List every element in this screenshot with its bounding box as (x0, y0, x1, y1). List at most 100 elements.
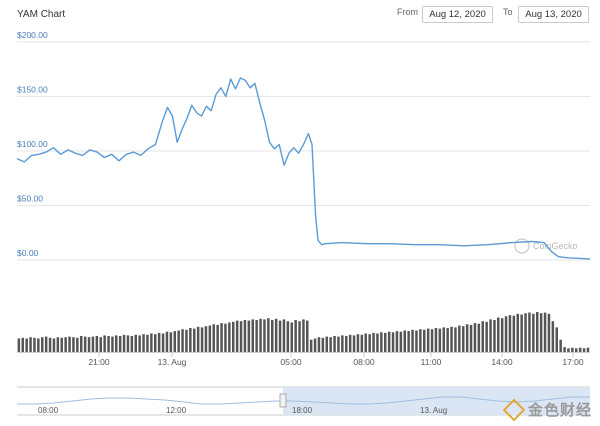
volume-bar (185, 329, 188, 352)
volume-bar (235, 320, 239, 352)
volume-bar (352, 335, 356, 352)
volume-bar (37, 338, 40, 352)
volume-bar (516, 313, 519, 352)
volume-bar (551, 321, 555, 352)
volume-bar (391, 332, 395, 352)
x-tick-label: 11:00 (421, 357, 442, 367)
volume-bar (567, 348, 570, 352)
volume-bar (313, 338, 317, 352)
volume-bar (512, 315, 516, 352)
volume-bar (115, 335, 118, 352)
volume-bar (103, 335, 106, 352)
volume-bar (446, 328, 449, 352)
volume-bar (17, 338, 21, 352)
volume-bar (376, 333, 379, 352)
volume-bar (462, 326, 465, 352)
volume-bar (278, 320, 282, 352)
volume-bar (497, 317, 500, 352)
volume-bar (208, 325, 212, 352)
volume-bar (138, 335, 141, 352)
volume-bar (438, 328, 442, 352)
volume-bar (329, 337, 332, 352)
navigator[interactable]: 08:00 12:00 18:00 13. Aug (17, 386, 590, 416)
volume-bar (150, 333, 153, 352)
volume-bar (528, 312, 531, 352)
volume-bar (91, 336, 95, 352)
volume-bar (64, 337, 67, 352)
volume-bar (489, 319, 492, 352)
navigator-label: 08:00 (38, 406, 59, 415)
volume-bar (423, 329, 426, 352)
navigator-labels: 08:00 12:00 18:00 13. Aug (38, 406, 447, 415)
volume-bar (169, 332, 173, 352)
navigator-left-handle[interactable] (279, 393, 287, 408)
volume-bar (161, 333, 165, 352)
from-date-input[interactable]: Aug 12, 2020 (422, 6, 493, 23)
volume-bar (204, 326, 208, 352)
volume-bar (341, 335, 344, 352)
volume-bar (177, 330, 180, 352)
volume-bar (68, 336, 71, 352)
volume-bar (220, 323, 223, 352)
volume-bar (21, 337, 24, 352)
volume-bar (111, 336, 114, 352)
volume-bar (282, 319, 286, 352)
volume-bar (95, 336, 99, 352)
chart-title: YAM Chart (17, 9, 66, 20)
y-tick-label: $50.00 (17, 194, 43, 204)
volume-bar (263, 319, 266, 352)
volume-bar (485, 321, 488, 352)
brand-text: 金色财经 (527, 402, 592, 419)
brand-logo-icon (502, 398, 526, 422)
x-tick-label: 14:00 (491, 357, 513, 367)
volume-bar (60, 337, 63, 352)
volume-bar (290, 322, 293, 352)
volume-bar (130, 336, 134, 352)
volume-bar (317, 337, 321, 352)
volume-bar (25, 338, 28, 352)
volume-bar (228, 322, 231, 352)
volume-bar (547, 313, 551, 352)
volume-bar (395, 331, 399, 352)
volume-bar (271, 320, 274, 352)
from-label: From (397, 7, 418, 17)
to-label: To (503, 7, 513, 17)
volume-bar (473, 323, 477, 352)
volume-bar (44, 336, 48, 352)
volume-bar (434, 328, 438, 352)
volume-bar (380, 332, 383, 352)
volume-bar (87, 337, 91, 352)
volume-bar (442, 327, 445, 352)
volume-bar (539, 313, 543, 352)
volume-bar (146, 334, 149, 352)
volume-bar (555, 327, 558, 352)
volume-bar (481, 321, 484, 352)
volume-bar (107, 336, 110, 352)
volume-bar (239, 321, 243, 352)
volume-bar (368, 334, 371, 352)
volume-bar (306, 320, 309, 352)
volume-bar (520, 314, 523, 352)
volume-bar (122, 334, 126, 352)
volume-bar (216, 324, 219, 352)
volume-bar (536, 312, 539, 352)
volume-bar (302, 319, 305, 352)
volume-bar (454, 327, 457, 352)
price-series-line[interactable] (16, 77, 591, 260)
volume-bar (259, 318, 262, 352)
volume-bar (575, 348, 578, 352)
volume-bar (458, 325, 461, 352)
volume-bars (17, 312, 590, 352)
volume-bar (348, 334, 352, 352)
volume-bar (559, 339, 562, 352)
volume-bar (154, 334, 157, 352)
volume-bar (142, 334, 145, 352)
y-tick-label: $0.00 (17, 248, 39, 258)
volume-bar (224, 323, 227, 352)
brand-watermark: 金色财经 (502, 398, 592, 422)
y-tick-label: $200.00 (17, 30, 48, 40)
volume-bar (563, 347, 566, 352)
volume-bar (586, 347, 590, 352)
volume-bar (571, 347, 574, 352)
to-date-input[interactable]: Aug 13, 2020 (518, 6, 589, 23)
